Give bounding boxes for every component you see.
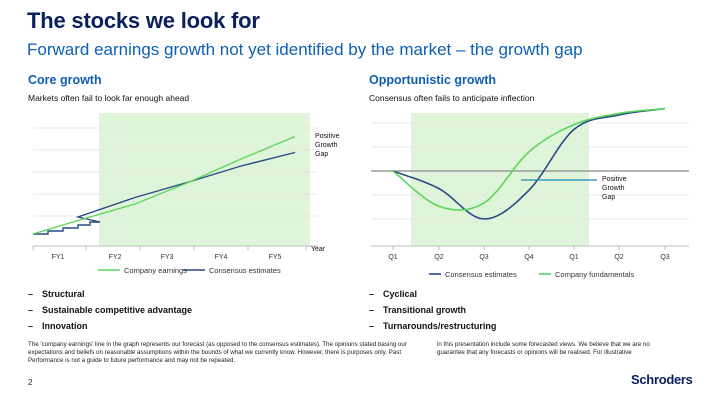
- x-tick-label: FY3: [161, 254, 174, 261]
- consensus-estimates-line: [392, 107, 666, 220]
- bullet-item: – Turnarounds/restructuring: [369, 321, 497, 331]
- x-tick-label: Q3: [479, 254, 488, 261]
- company-earnings-line: [32, 135, 296, 235]
- schroders-logo: Schroders: [631, 372, 693, 387]
- legend-consensus-estimates: Consensus estimates: [445, 270, 517, 279]
- page-number: 2: [28, 378, 33, 387]
- bullet-item: – Structural: [28, 289, 85, 299]
- bullet-item: – Innovation: [28, 321, 88, 331]
- x-tick-label: FY2: [109, 254, 122, 261]
- core-growth-chart: FY1 FY2 FY3 FY4 FY5 Positive Growth Gap Year…: [32, 113, 341, 275]
- x-tick-label: Q1: [388, 254, 397, 261]
- x-axis-title: Year: [311, 246, 326, 253]
- x-ticks: [392, 246, 666, 250]
- x-tick-label: FY4: [215, 254, 228, 261]
- disclaimer-right: in this presentation include some foreca…: [437, 341, 650, 357]
- core-growth-heading: Core growth: [28, 73, 102, 87]
- bullet-item: – Transitional growth: [369, 305, 467, 315]
- legend-consensus-estimates: Consensus estimates: [209, 266, 281, 275]
- x-tick-label: Q1: [569, 254, 578, 261]
- opportunistic-growth-subheading: Consensus often fails to anticipate infl…: [369, 93, 535, 103]
- x-tick-labels: Q1 Q2 Q3 Q4 Q1 Q2 Q3: [388, 254, 669, 261]
- positive-growth-gap-label: Positive Growth Gap: [602, 176, 628, 201]
- core-growth-bullets: – Structural – Sustainable competitive adv…: [28, 286, 192, 334]
- consensus-estimates-line: [33, 151, 296, 235]
- x-tick-label: Q3: [660, 254, 669, 261]
- bullet-item: – Cyclical: [369, 289, 418, 299]
- legend-company-earnings: Company earnings: [124, 266, 187, 275]
- slide-title: The stocks we look for: [27, 8, 260, 33]
- x-tick-label: Q4: [524, 254, 533, 261]
- opportunistic-growth-bullets: – Cyclical – Transitional growth – Turnarou…: [369, 286, 496, 334]
- bullet-item: – Sustainable competitive advantage: [28, 305, 193, 315]
- shaded-region: [99, 113, 310, 246]
- core-growth-subheading: Markets often fail to look far enough ah…: [28, 93, 190, 103]
- slide-subtitle: Forward earnings growth not yet identifi…: [27, 40, 583, 59]
- legend-company-fundamentals: Company fundamentals: [555, 270, 634, 279]
- x-tick-label: Q2: [434, 254, 443, 261]
- disclaimer-left: The 'company earnings' line in the graph…: [28, 341, 407, 365]
- opportunistic-growth-heading: Opportunistic growth: [369, 73, 497, 87]
- gridlines: [371, 122, 689, 220]
- positive-growth-gap-label: Positive Growth Gap: [315, 133, 341, 158]
- x-tick-labels: FY1 FY2 FY3 FY4 FY5: [52, 254, 282, 261]
- company-fundamentals-line: [392, 107, 666, 211]
- x-tick-label: FY1: [52, 254, 65, 261]
- opportunistic-growth-chart: Q1 Q2 Q3 Q4 Q1 Q2 Q3 Positive Growth Gap Conse…: [371, 107, 689, 279]
- legend: Company earnings Consensus estimates: [98, 266, 281, 275]
- x-ticks: [32, 246, 307, 250]
- x-tick-label: FY5: [269, 254, 282, 261]
- x-tick-label: Q2: [614, 254, 623, 261]
- legend: Consensus estimates Company fundamentals: [429, 270, 634, 279]
